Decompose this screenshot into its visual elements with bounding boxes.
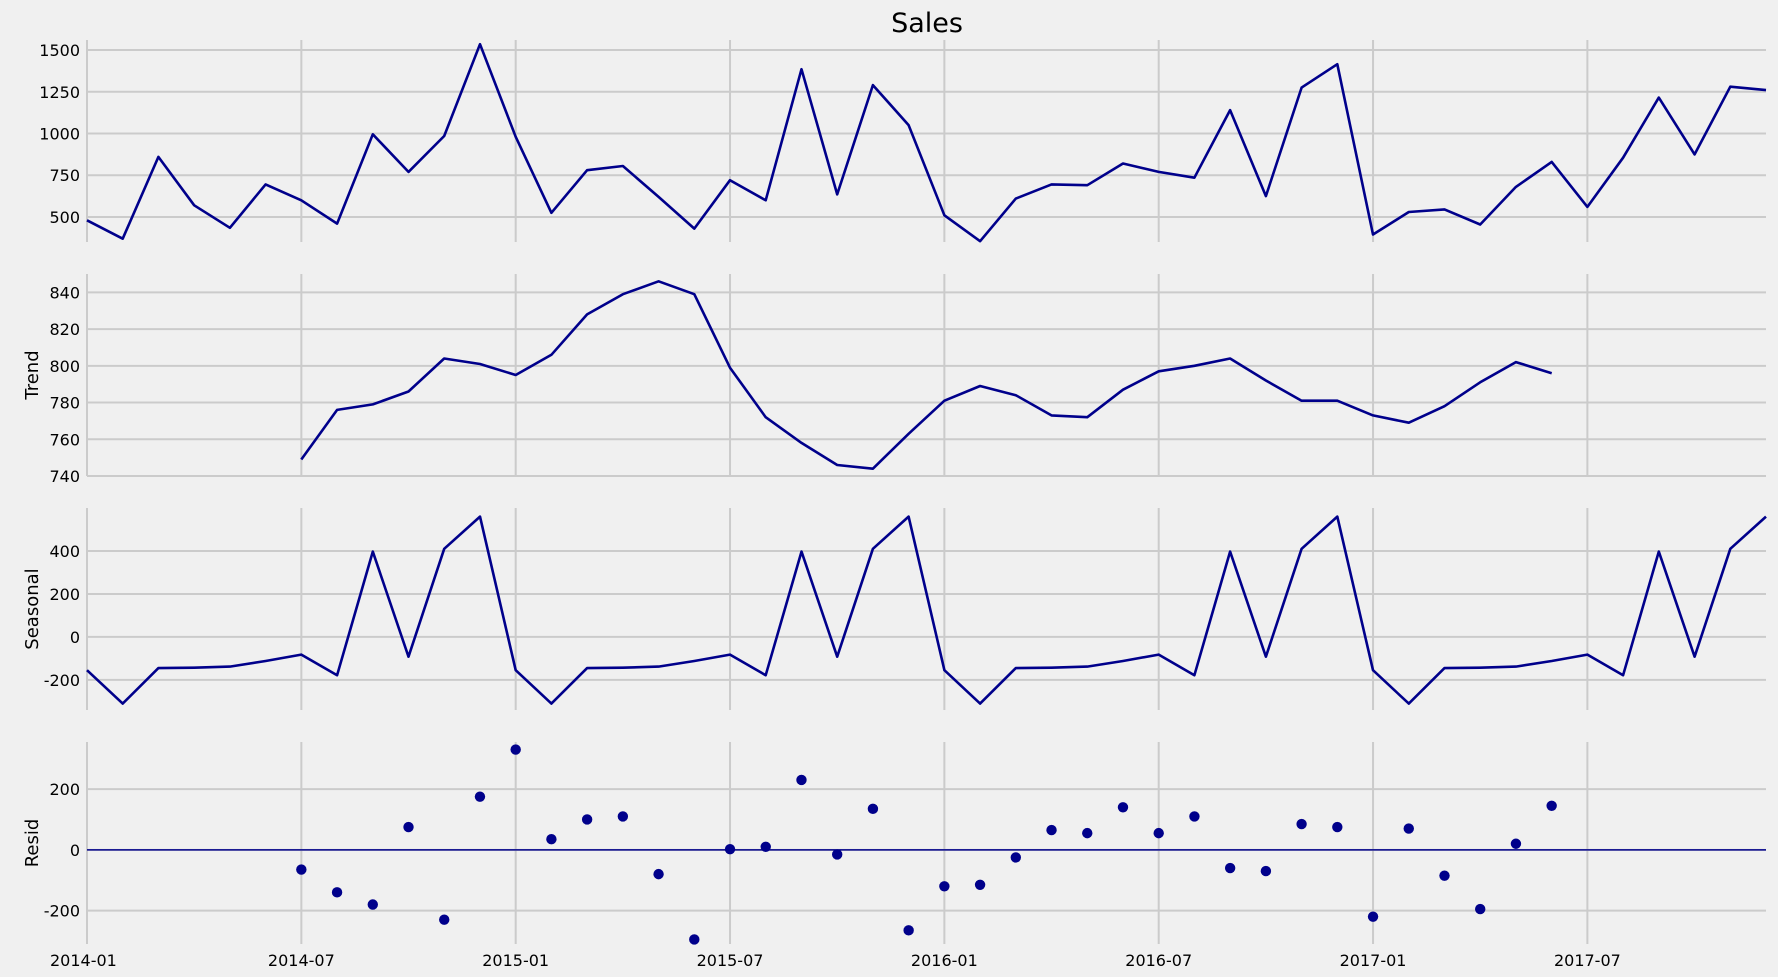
x-tick-label: 2016-07 <box>1125 951 1192 970</box>
resid-point <box>1367 911 1379 922</box>
resid-point <box>1546 800 1557 811</box>
resid-point <box>831 849 843 860</box>
panels: 500 750 1000 1250 1500 740 760 780 800 820 840 Tren… <box>22 40 1767 970</box>
y-tick-label: 1250 <box>39 83 80 102</box>
y-tick-label: 820 <box>49 320 80 339</box>
y-tick-label: 200 <box>49 585 80 604</box>
y-tick-label: 400 <box>49 542 80 561</box>
resid-point <box>760 841 771 852</box>
resid-point <box>367 899 378 910</box>
resid-point <box>617 811 629 822</box>
resid-point <box>974 879 986 890</box>
resid-point <box>331 887 343 898</box>
resid-point <box>1082 827 1093 839</box>
resid-point <box>653 868 664 880</box>
seasonal-series-line <box>86 515 1767 705</box>
resid-point <box>510 744 521 755</box>
y-tick-label: -200 <box>44 902 80 921</box>
resid-point <box>903 925 914 936</box>
resid-point <box>1189 811 1200 822</box>
resid-point <box>1332 821 1343 833</box>
panel-trend: 740 760 780 800 820 840 Trend <box>22 274 1766 486</box>
x-tick-label: 2016-01 <box>911 951 978 970</box>
y-tick-label: -200 <box>44 671 80 690</box>
y-tick-label: 780 <box>49 394 80 413</box>
resid-point <box>581 814 593 825</box>
resid-point <box>1403 823 1414 834</box>
resid-point <box>1296 818 1307 830</box>
x-tick-label: 2017-01 <box>1340 951 1407 970</box>
resid-point <box>439 914 450 925</box>
x-tick-label: 2015-07 <box>697 951 764 970</box>
y-tick-label: 500 <box>49 208 80 227</box>
y-tick-label: 1000 <box>39 124 80 143</box>
y-tick-label: 800 <box>49 357 80 376</box>
resid-point <box>1510 838 1522 849</box>
x-tick-label: 2017-07 <box>1554 951 1621 970</box>
resid-point <box>1439 870 1450 881</box>
panel-resid: -200 0 200 Resid 2014-01 2014-07 2015-01 2015-0… <box>22 742 1766 970</box>
resid-point <box>1046 824 1057 836</box>
resid-point <box>867 803 879 815</box>
resid-point <box>403 821 414 833</box>
x-tick-label: 2014-07 <box>268 951 335 970</box>
y-axis-label: Seasonal <box>22 568 43 649</box>
resid-point <box>724 844 736 855</box>
resid-point <box>1153 827 1164 839</box>
resid-point <box>1475 903 1486 915</box>
resid-point <box>1224 862 1236 874</box>
x-tick-label: 2014-01 <box>50 951 117 970</box>
resid-point <box>689 934 700 945</box>
y-axis-label: Trend <box>22 350 43 400</box>
panel-sales: 500 750 1000 1250 1500 <box>39 40 1767 243</box>
panel-seasonal: -200 0 200 400 Seasonal <box>22 508 1767 710</box>
trend-series-line <box>300 280 1553 470</box>
y-tick-label: 200 <box>49 780 80 799</box>
y-tick-label: 840 <box>49 283 80 302</box>
resid-point <box>474 791 486 802</box>
y-tick-label: 760 <box>49 430 80 449</box>
sales-series-line <box>86 42 1767 243</box>
resid-point <box>546 834 557 845</box>
y-tick-label: 0 <box>70 841 80 860</box>
y-axis-label: Resid <box>22 819 43 868</box>
resid-point <box>1260 865 1272 877</box>
y-tick-label: 740 <box>49 467 80 486</box>
chart-title: Sales <box>891 8 963 39</box>
resid-point <box>1010 852 1022 863</box>
resid-point <box>1117 802 1129 813</box>
resid-point <box>796 774 807 786</box>
y-tick-label: 0 <box>70 628 80 647</box>
y-tick-label: 750 <box>49 166 80 185</box>
x-tick-label: 2015-01 <box>482 951 549 970</box>
resid-point <box>939 881 950 892</box>
y-tick-label: 1500 <box>39 41 80 60</box>
resid-point <box>296 864 307 875</box>
